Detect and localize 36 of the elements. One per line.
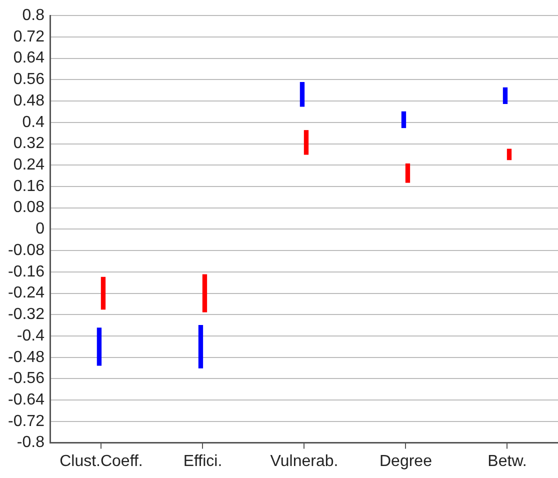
- bar: [198, 324, 204, 368]
- x-tick-label: Effici.: [183, 452, 222, 470]
- y-tick-label: 0.56: [13, 71, 45, 88]
- bar: [304, 130, 309, 155]
- y-tick-label: 0.08: [13, 199, 45, 216]
- y-tick-label: -0.48: [8, 348, 45, 366]
- x-tick-label: Clust.Coeff.: [60, 452, 143, 470]
- y-tick-label: 0.4: [22, 114, 45, 131]
- y-tick-label: 0.48: [13, 92, 45, 110]
- y-tick-label: 0: [36, 220, 45, 238]
- bar: [506, 148, 512, 160]
- y-tick-label: 0.32: [13, 135, 45, 152]
- x-tick-label: Vulnerab.: [270, 452, 338, 470]
- y-tick-label: -0.08: [8, 242, 45, 259]
- y-tick-label: -0.24: [8, 284, 45, 302]
- bar: [405, 163, 410, 183]
- bar: [300, 82, 305, 107]
- y-tick-label: 0.24: [13, 156, 45, 174]
- y-tick-label: -0.16: [8, 263, 45, 280]
- y-tick-label: -0.56: [8, 370, 45, 388]
- y-tick-label: -0.72: [8, 412, 45, 430]
- y-tick-label: 0.64: [13, 50, 45, 67]
- y-tick-label: -0.8: [16, 434, 45, 452]
- bar: [100, 276, 106, 310]
- y-tick-label: -0.4: [16, 327, 45, 344]
- y-tick-label: -0.32: [8, 306, 45, 324]
- y-tick-label: -0.64: [8, 391, 45, 408]
- x-tick-label: Degree: [380, 452, 432, 470]
- x-tick-label: Betw.: [488, 452, 527, 470]
- bar: [202, 274, 208, 312]
- y-tick-label: 0.72: [13, 28, 45, 46]
- y-tick-label: 0.8: [22, 7, 45, 24]
- y-tick-label: 0.16: [13, 178, 45, 195]
- bar: [401, 111, 406, 128]
- bar: [502, 87, 508, 104]
- bar: [96, 328, 102, 366]
